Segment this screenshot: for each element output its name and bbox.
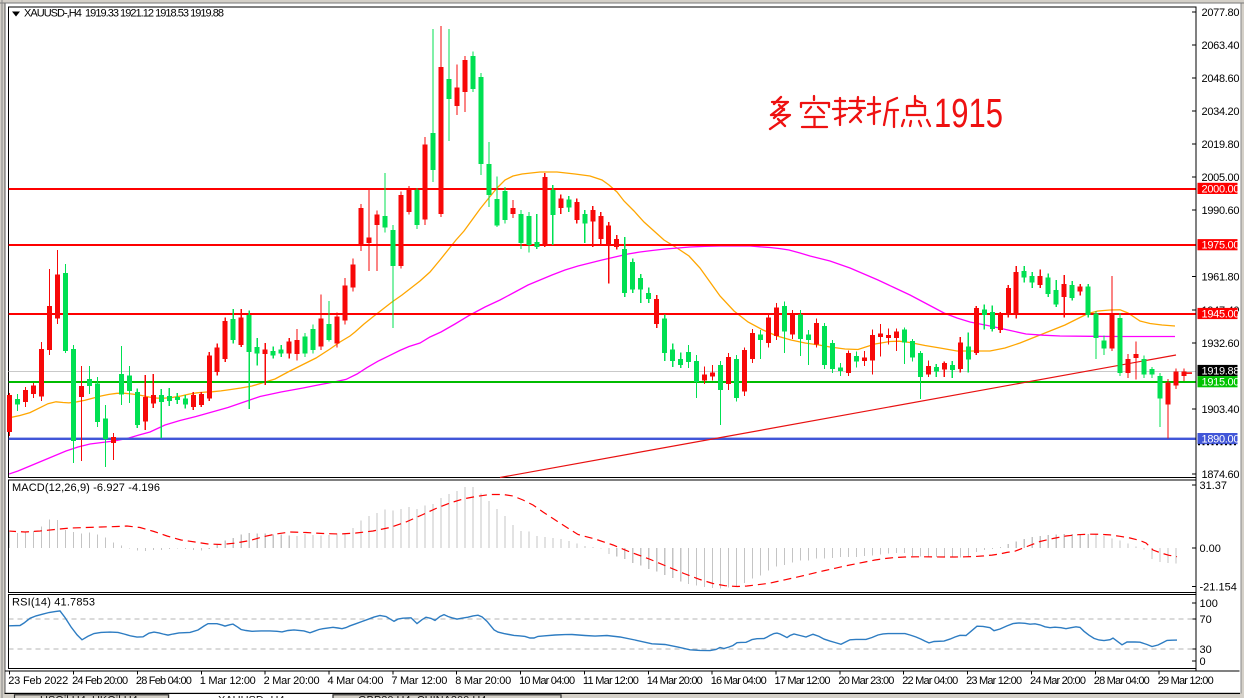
- svg-text:XAUUSD-,H4: XAUUSD-,H4: [218, 695, 285, 698]
- svg-text:7 Mar 12:00: 7 Mar 12:00: [391, 675, 447, 687]
- svg-text:1990.60: 1990.60: [1202, 205, 1240, 217]
- svg-text:RSI(14) 41.7853: RSI(14) 41.7853: [12, 597, 95, 609]
- svg-text:1919.88: 1919.88: [1202, 366, 1240, 378]
- svg-text:2019.80: 2019.80: [1202, 139, 1240, 151]
- svg-text:30: 30: [1200, 644, 1212, 656]
- svg-text:2077.80: 2077.80: [1202, 7, 1240, 19]
- svg-text:24 Feb 20:00: 24 Feb 20:00: [72, 675, 128, 687]
- svg-text:2000.00: 2000.00: [1202, 183, 1240, 195]
- svg-text:GBP30,H4 CHINA300,H4: GBP30,H4 CHINA300,H4: [358, 695, 486, 698]
- svg-text:22 Mar 04:00: 22 Mar 04:00: [902, 675, 958, 687]
- svg-text:2034.20: 2034.20: [1202, 106, 1240, 118]
- svg-text:0: 0: [1200, 656, 1206, 668]
- svg-text:1915: 1915: [934, 90, 1003, 136]
- svg-text:14 Mar 20:00: 14 Mar 20:00: [647, 675, 703, 687]
- svg-text:28 Feb 04:00: 28 Feb 04:00: [136, 675, 192, 687]
- svg-text:2048.60: 2048.60: [1202, 73, 1240, 85]
- svg-text:24 Mar 20:00: 24 Mar 20:00: [1030, 675, 1086, 687]
- svg-text:1 Mar 12:00: 1 Mar 12:00: [200, 675, 256, 687]
- svg-text:23 Feb 2022: 23 Feb 2022: [8, 675, 68, 687]
- svg-text:1874.60: 1874.60: [1202, 469, 1240, 481]
- svg-text:XAUUSD-,H4 1919.33 1921.12 19: XAUUSD-,H4 1919.33 1921.12 1918.53 1919.…: [24, 8, 224, 20]
- svg-text:2063.40: 2063.40: [1202, 40, 1240, 52]
- svg-text:2005.00: 2005.00: [1202, 172, 1240, 184]
- svg-text:1945.00: 1945.00: [1202, 309, 1240, 321]
- svg-text:28 Mar 04:00: 28 Mar 04:00: [1094, 675, 1150, 687]
- svg-text:MACD(12,26,9) -6.927 -4.196: MACD(12,26,9) -6.927 -4.196: [12, 482, 160, 494]
- svg-text:11 Mar 12:00: 11 Mar 12:00: [583, 675, 639, 687]
- svg-text:1975.00: 1975.00: [1202, 240, 1240, 252]
- svg-text:8 Mar 20:00: 8 Mar 20:00: [455, 675, 511, 687]
- svg-text:100: 100: [1200, 598, 1218, 610]
- svg-text:USOil,H4 UKOil,H4: USOil,H4 UKOil,H4: [40, 695, 138, 698]
- svg-text:70: 70: [1200, 614, 1212, 626]
- svg-text:1890.00: 1890.00: [1202, 434, 1240, 446]
- svg-text:23 Mar 12:00: 23 Mar 12:00: [966, 675, 1022, 687]
- svg-text:31.37: 31.37: [1200, 480, 1228, 492]
- svg-text:20 Mar 23:00: 20 Mar 23:00: [838, 675, 894, 687]
- svg-text:10 Mar 04:00: 10 Mar 04:00: [519, 675, 575, 687]
- svg-text:2 Mar 20:00: 2 Mar 20:00: [264, 675, 320, 687]
- svg-text:29 Mar 12:00: 29 Mar 12:00: [1158, 675, 1214, 687]
- svg-text:17 Mar 12:00: 17 Mar 12:00: [775, 675, 831, 687]
- svg-text:1903.40: 1903.40: [1202, 404, 1240, 416]
- svg-text:4 Mar 04:00: 4 Mar 04:00: [328, 675, 384, 687]
- svg-text:1961.80: 1961.80: [1202, 272, 1240, 284]
- svg-text:1915.00: 1915.00: [1202, 377, 1240, 389]
- svg-text:-21.154: -21.154: [1200, 582, 1237, 594]
- svg-text:1932.60: 1932.60: [1202, 338, 1240, 350]
- svg-text:0.00: 0.00: [1200, 543, 1221, 555]
- svg-text:16 Mar 04:00: 16 Mar 04:00: [711, 675, 767, 687]
